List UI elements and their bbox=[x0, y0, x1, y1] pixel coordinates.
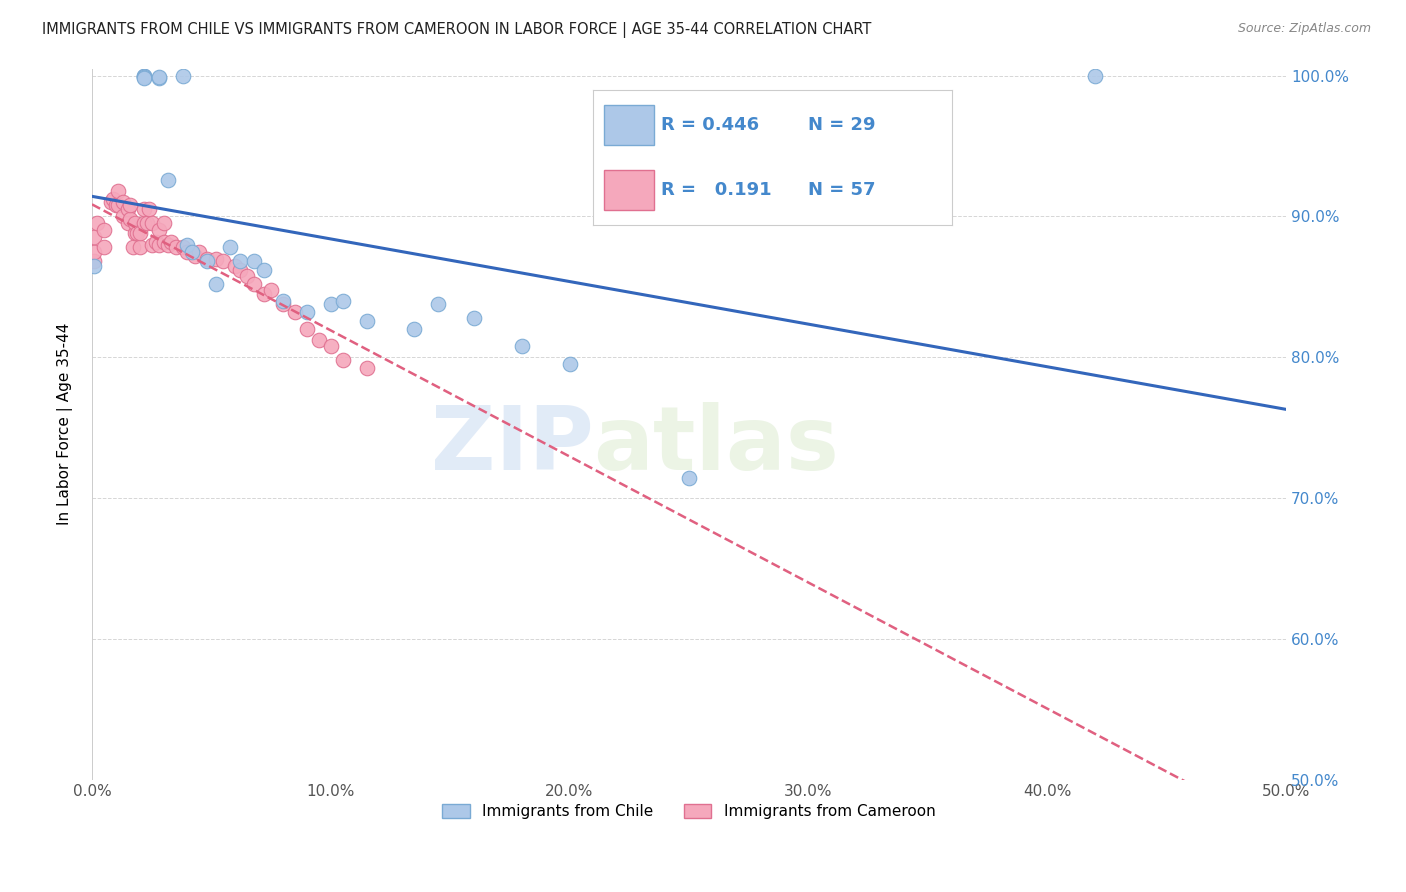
Point bbox=[224, 259, 246, 273]
Point bbox=[183, 249, 205, 263]
Point bbox=[229, 263, 252, 277]
Point bbox=[1084, 69, 1107, 83]
Point bbox=[243, 254, 266, 268]
Point bbox=[181, 244, 204, 259]
Point bbox=[111, 195, 134, 210]
Text: Source: ZipAtlas.com: Source: ZipAtlas.com bbox=[1237, 22, 1371, 36]
Point bbox=[271, 293, 294, 308]
Y-axis label: In Labor Force | Age 35-44: In Labor Force | Age 35-44 bbox=[58, 323, 73, 525]
Point bbox=[219, 240, 242, 254]
Point bbox=[236, 268, 259, 283]
Point bbox=[319, 339, 342, 353]
Point bbox=[93, 240, 115, 254]
Point bbox=[124, 227, 146, 241]
Point bbox=[332, 353, 354, 368]
Point bbox=[271, 296, 294, 310]
Point bbox=[148, 237, 170, 252]
Text: ZIP: ZIP bbox=[430, 402, 593, 489]
Point bbox=[141, 216, 163, 230]
Point bbox=[157, 173, 180, 187]
Point bbox=[134, 69, 156, 83]
Point bbox=[83, 244, 105, 259]
Point bbox=[107, 184, 129, 198]
Point bbox=[463, 310, 485, 325]
Point bbox=[558, 357, 581, 371]
Point bbox=[356, 361, 378, 376]
Point bbox=[188, 244, 211, 259]
Point bbox=[120, 198, 142, 212]
Point bbox=[319, 296, 342, 310]
Point bbox=[295, 305, 318, 319]
Point bbox=[195, 252, 218, 266]
Point bbox=[134, 202, 156, 217]
Point bbox=[253, 263, 276, 277]
Point bbox=[148, 71, 170, 86]
Point bbox=[127, 227, 149, 241]
Point bbox=[165, 240, 187, 254]
Point bbox=[510, 339, 533, 353]
Point bbox=[427, 296, 450, 310]
Point bbox=[176, 237, 198, 252]
Point bbox=[111, 210, 134, 224]
Point bbox=[308, 333, 330, 347]
Legend: Immigrants from Chile, Immigrants from Cameroon: Immigrants from Chile, Immigrants from C… bbox=[436, 798, 942, 825]
Point bbox=[172, 240, 194, 254]
Point bbox=[117, 202, 139, 217]
Point bbox=[229, 254, 252, 268]
Point bbox=[93, 223, 115, 237]
Point bbox=[117, 216, 139, 230]
Point bbox=[134, 70, 156, 84]
Point bbox=[148, 223, 170, 237]
Point bbox=[152, 216, 174, 230]
Point bbox=[120, 212, 142, 227]
Point bbox=[678, 471, 700, 485]
Point bbox=[121, 240, 143, 254]
Point bbox=[295, 322, 318, 336]
Point bbox=[104, 198, 127, 212]
Point bbox=[152, 235, 174, 249]
Point bbox=[356, 313, 378, 327]
Point bbox=[83, 259, 105, 273]
Point bbox=[404, 322, 426, 336]
Point bbox=[134, 216, 156, 230]
Point bbox=[124, 216, 146, 230]
Point bbox=[243, 277, 266, 291]
Point bbox=[134, 69, 156, 83]
Point bbox=[148, 70, 170, 84]
Point bbox=[212, 254, 235, 268]
Point bbox=[195, 254, 218, 268]
Point bbox=[284, 305, 307, 319]
Point bbox=[83, 230, 105, 244]
Point bbox=[100, 195, 122, 210]
Point bbox=[141, 237, 163, 252]
Point bbox=[86, 216, 108, 230]
Point bbox=[128, 227, 150, 241]
Point bbox=[172, 69, 194, 83]
Point bbox=[107, 198, 129, 212]
Point bbox=[332, 293, 354, 308]
Point bbox=[145, 235, 167, 249]
Point bbox=[134, 71, 156, 86]
Point bbox=[260, 283, 283, 297]
Point bbox=[157, 237, 180, 252]
Point bbox=[205, 252, 228, 266]
Point bbox=[205, 277, 228, 291]
Point bbox=[135, 216, 157, 230]
Point bbox=[138, 202, 160, 217]
Point bbox=[83, 254, 105, 268]
Point bbox=[159, 235, 181, 249]
Point bbox=[253, 286, 276, 301]
Point bbox=[176, 244, 198, 259]
Text: IMMIGRANTS FROM CHILE VS IMMIGRANTS FROM CAMEROON IN LABOR FORCE | AGE 35-44 COR: IMMIGRANTS FROM CHILE VS IMMIGRANTS FROM… bbox=[42, 22, 872, 38]
Point bbox=[103, 193, 125, 207]
Text: atlas: atlas bbox=[593, 402, 839, 489]
Point bbox=[128, 240, 150, 254]
